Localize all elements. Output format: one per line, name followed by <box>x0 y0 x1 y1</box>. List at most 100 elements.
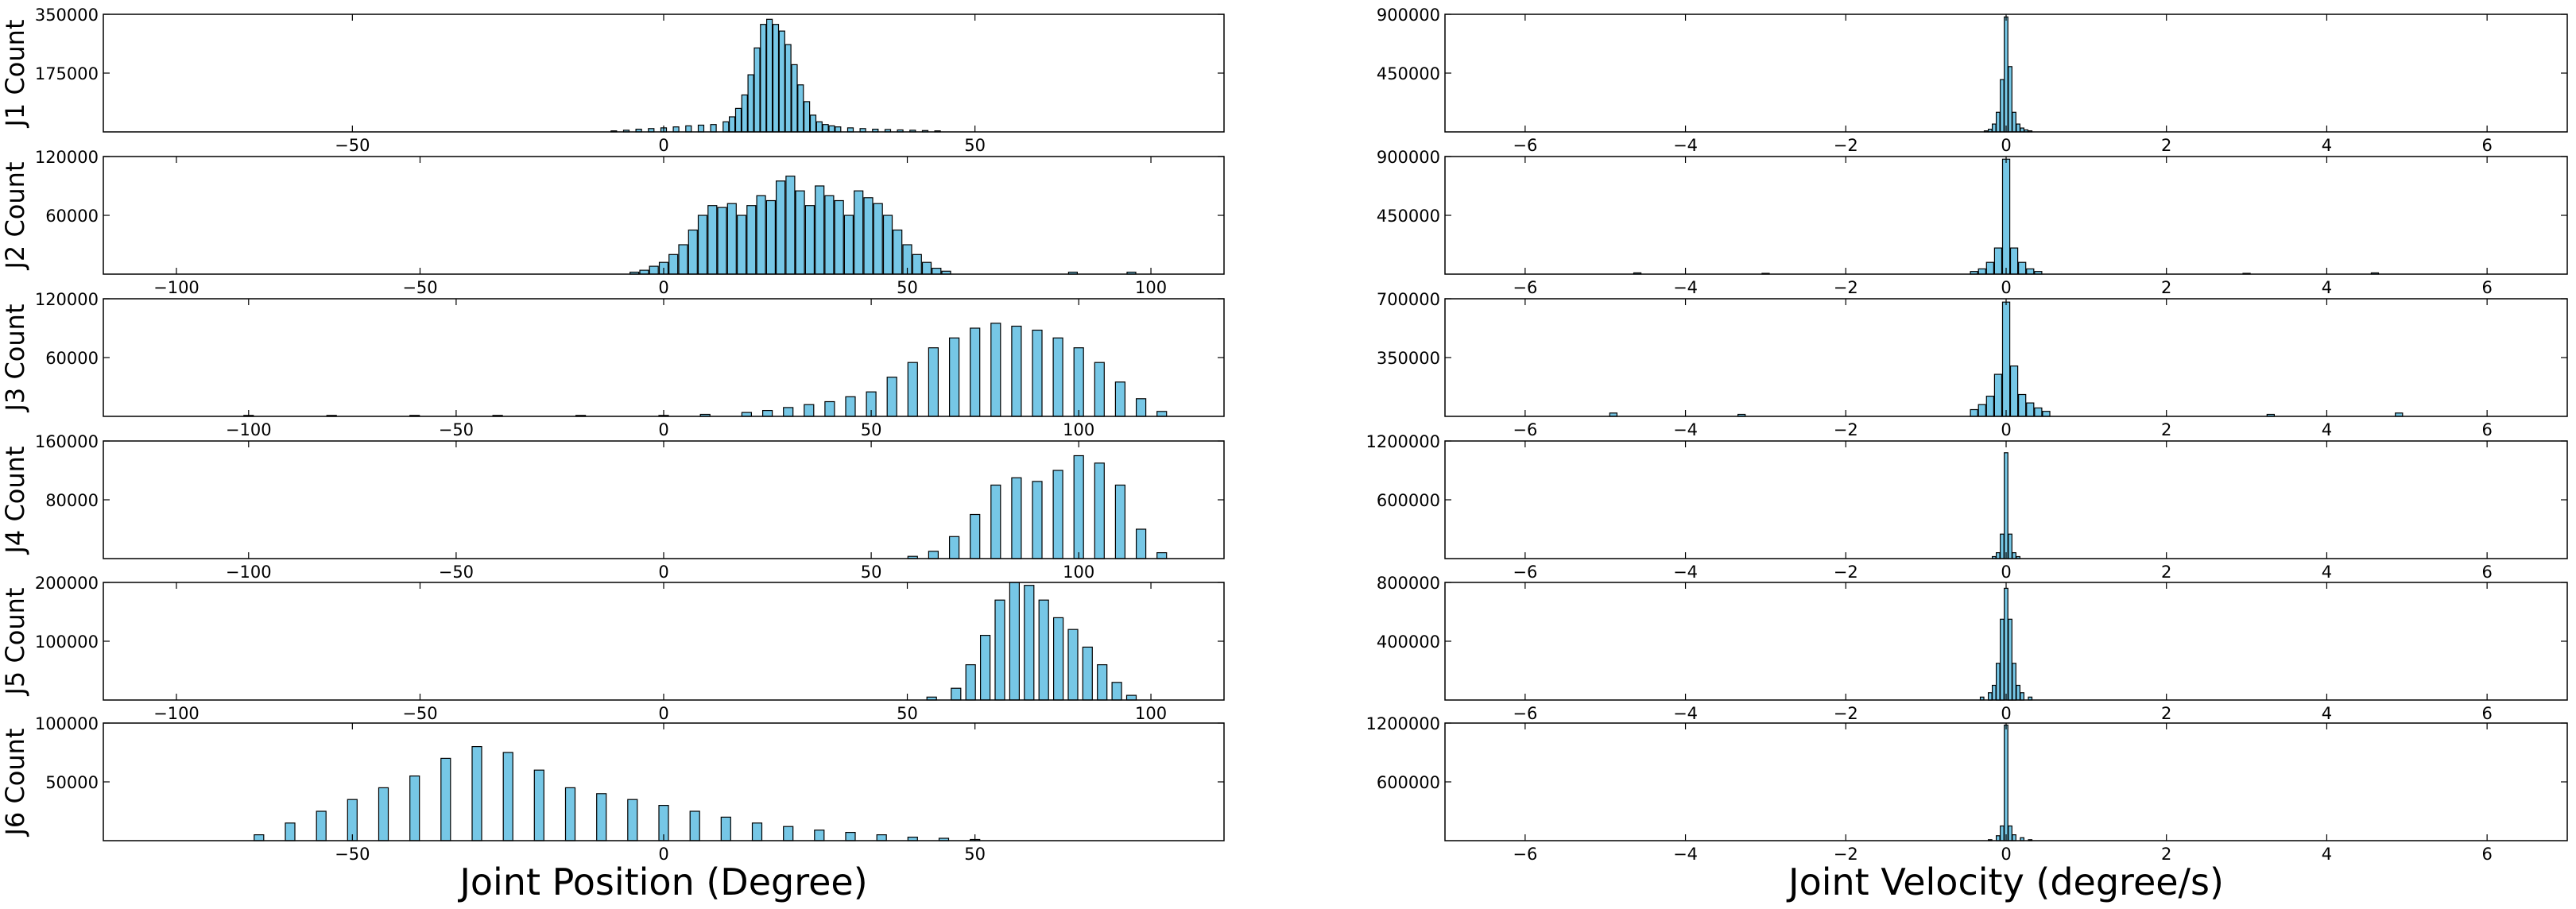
histogram-bar <box>765 199 777 275</box>
x-tick-label: 100 <box>1063 563 1094 582</box>
histogram-bar <box>907 362 918 417</box>
histogram-bar <box>1038 599 1049 701</box>
y-tick-label: 200000 <box>35 574 99 593</box>
histogram-bar <box>1156 411 1168 417</box>
histogram-bar <box>1052 470 1063 559</box>
histogram-bar <box>970 327 981 417</box>
histogram-bar <box>2016 123 2020 133</box>
y-axis-label: J1 Count <box>0 20 30 129</box>
histogram-bar <box>1985 396 1995 417</box>
histogram-bar <box>2034 407 2043 417</box>
histogram-bar <box>2001 158 2011 275</box>
x-tick-label: −6 <box>1513 136 1537 155</box>
y-tick-label: 600000 <box>1377 773 1440 792</box>
histogram-bar <box>970 513 981 559</box>
histogram-bar <box>846 127 854 133</box>
chart-panel-3: −100 −50 0 50 100 60000 120000 J3 Count <box>0 290 1225 439</box>
histogram-bar <box>854 190 864 275</box>
histogram-bar <box>717 207 727 275</box>
histogram-bar <box>734 107 742 133</box>
chart-panel-9: −6 −4 −2 0 2 4 6 350000 700000 <box>1377 290 2568 439</box>
y-tick-label: 600000 <box>1377 491 1440 510</box>
histogram-bar <box>815 185 825 275</box>
histogram-bar <box>2026 402 2035 417</box>
x-tick-label: −4 <box>1673 845 1698 864</box>
y-tick-label: 80000 <box>45 491 99 510</box>
x-tick-label: −4 <box>1673 136 1698 155</box>
histogram-bar <box>834 199 844 275</box>
x-tick-label: −6 <box>1513 420 1537 439</box>
x-tick-label: 0 <box>658 278 668 297</box>
chart-panel-2: −100 −50 0 50 100 60000 120000 J2 Count <box>0 148 1225 297</box>
y-tick-label: 450000 <box>1377 64 1440 83</box>
histogram-bar <box>409 775 420 841</box>
y-tick-label: 450000 <box>1377 207 1440 226</box>
histogram-bar <box>928 347 939 417</box>
plot-frame <box>103 156 1225 275</box>
histogram-bar <box>2009 366 2019 417</box>
histogram-bar <box>775 180 786 275</box>
histogram-bar <box>785 176 796 275</box>
x-tick-label: −100 <box>226 563 272 582</box>
histogram-bar <box>751 822 763 841</box>
x-tick-label: 6 <box>2481 420 2492 439</box>
x-tick-label: 6 <box>2481 136 2492 155</box>
x-tick-label: −50 <box>335 845 370 864</box>
histogram-bar <box>649 265 659 275</box>
histogram-bar <box>678 244 688 275</box>
histogram-bar <box>2012 111 2016 133</box>
histogram-bar <box>1996 835 2001 841</box>
histogram-bar <box>876 834 887 841</box>
histogram-bar <box>863 197 874 275</box>
histogram-bar <box>2004 587 2009 701</box>
histogram-bar <box>254 834 265 841</box>
histogram-bar <box>726 203 737 275</box>
histogram-bar <box>2004 724 2009 841</box>
histogram-bar <box>1052 337 1063 417</box>
histogram-bar <box>2008 533 2012 559</box>
y-tick-label: 700000 <box>1377 290 1440 309</box>
histogram-bar <box>471 745 482 841</box>
histogram-bar <box>804 404 815 417</box>
histogram-bar <box>948 337 960 417</box>
y-tick-label: 50000 <box>45 773 99 792</box>
x-tick-label: −2 <box>1834 278 1858 297</box>
histogram-bar <box>882 215 893 275</box>
x-tick-label: −50 <box>439 563 474 582</box>
chart-panel-6: −50 0 50 50000 100000 J6 Count <box>0 714 1225 864</box>
x-tick-label: −4 <box>1673 420 1698 439</box>
histogram-bar <box>378 787 389 841</box>
histogram-bar <box>596 793 607 841</box>
histogram-bar <box>710 124 717 133</box>
x-tick-label: 0 <box>2001 136 2011 155</box>
x-axis-label-velocity: Joint Velocity (degree/s) <box>1786 861 2224 903</box>
histogram-bar <box>2012 663 2016 701</box>
histogram-bar <box>814 830 825 841</box>
x-tick-label: −50 <box>402 704 437 723</box>
histogram-bar <box>932 268 942 275</box>
x-tick-label: −2 <box>1834 136 1858 155</box>
x-tick-label: −6 <box>1513 563 1537 582</box>
histogram-bar <box>697 124 705 133</box>
histogram-bar <box>824 400 835 417</box>
histogram-bar <box>2008 825 2012 841</box>
histogram-bar <box>746 205 757 275</box>
histogram-bar <box>720 816 731 841</box>
histogram-bar <box>765 18 773 133</box>
histogram-bar <box>1032 481 1043 559</box>
y-tick-label: 400000 <box>1377 632 1440 652</box>
chart-panel-1: −50 0 50 175000 350000 J1 Count <box>0 6 1225 155</box>
histogram-bar <box>1135 398 1147 417</box>
histogram-bar <box>1996 111 2001 133</box>
histogram-bar <box>1114 484 1126 559</box>
histogram-bar <box>440 757 451 841</box>
x-tick-label: 100 <box>1063 420 1094 439</box>
y-axis-label: J5 Count <box>0 588 30 697</box>
y-tick-label: 60000 <box>45 207 99 226</box>
histogram-bar <box>886 377 897 417</box>
x-tick-label: −4 <box>1673 278 1698 297</box>
histogram-bar <box>707 205 718 275</box>
histogram-bar <box>2018 261 2027 275</box>
histogram-bar <box>1996 551 2001 559</box>
histogram-bar <box>1073 454 1084 559</box>
